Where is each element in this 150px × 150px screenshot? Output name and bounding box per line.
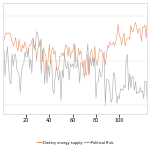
- Legend: Dietary energy supply, Political Risk: Dietary energy supply, Political Risk: [36, 139, 114, 146]
